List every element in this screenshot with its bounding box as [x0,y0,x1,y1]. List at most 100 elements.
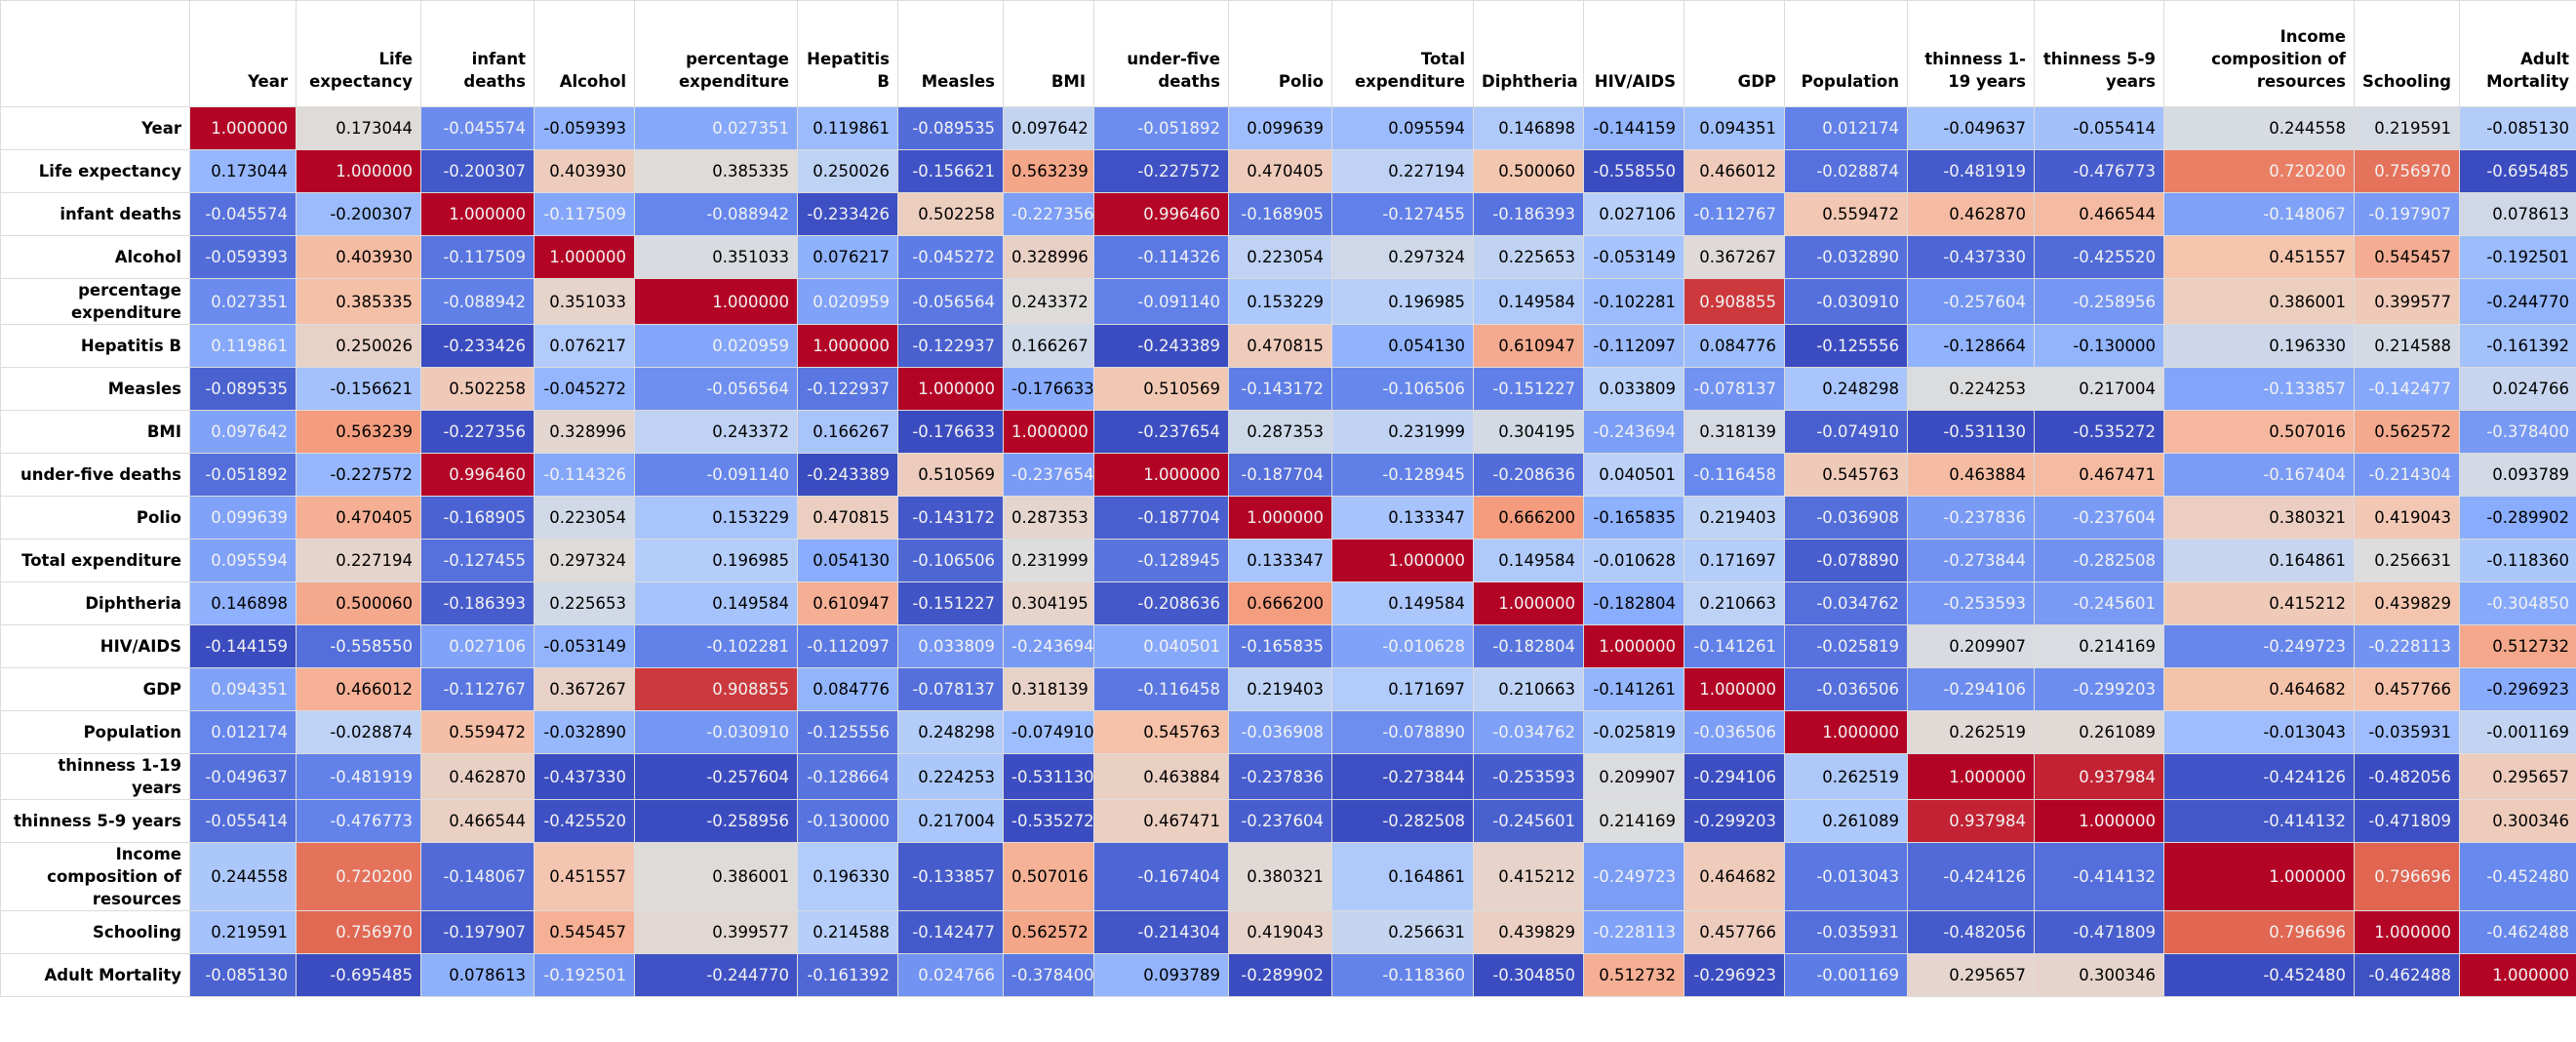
correlation-cell: 0.328996 [534,410,635,454]
table-row-gdp: GDP 0.094351 0.466012 -0.112767 0.367267 0.90… [0,667,2576,711]
correlation-cell: -0.051892 [189,453,297,497]
correlation-cell: -0.253593 [1473,753,1584,800]
correlation-cell: 1.000000 [1331,539,1474,582]
correlation-cell: 0.467471 [2034,453,2164,497]
row-header: GDP [0,667,190,711]
correlation-cell: 0.012174 [1784,106,1908,150]
correlation-cell: 0.262519 [1907,710,2035,754]
row-header: HIV/AIDS [0,624,190,668]
correlation-cell: -0.462488 [2354,953,2460,997]
correlation-cell: -0.091140 [1093,278,1229,325]
correlation-cell: 0.261089 [1784,799,1908,843]
correlation-cell: 0.666200 [1473,496,1584,540]
correlation-cell: 0.300346 [2459,799,2576,843]
correlation-cell: -0.200307 [296,192,421,236]
correlation-cell: 0.244558 [2163,106,2355,150]
correlation-cell: -0.128664 [797,753,898,800]
correlation-cell: -0.233426 [420,324,535,368]
correlation-cell: 0.464682 [1684,842,1785,911]
correlation-cell: -0.182804 [1473,624,1584,668]
correlation-cell: -0.074910 [1784,410,1908,454]
correlation-cell: 0.027351 [189,278,297,325]
correlation-cell: -0.045272 [897,235,1004,279]
correlation-cell: 0.153229 [634,496,798,540]
correlation-cell: -0.482056 [1907,910,2035,954]
correlation-cell: 0.214588 [2354,324,2460,368]
correlation-cell: -0.249723 [1583,842,1684,911]
correlation-cell: 0.020959 [797,278,898,325]
correlation-cell: -0.036506 [1784,667,1908,711]
correlation-cell: -0.289902 [2459,496,2576,540]
correlation-cell: -0.143172 [897,496,1004,540]
column-header-total-expenditure: Total expenditure [1331,0,1474,107]
correlation-cell: -0.127455 [1331,192,1474,236]
correlation-cell: 0.119861 [797,106,898,150]
row-header: thinness 5-9 years [0,799,190,843]
correlation-cell: 0.027106 [1583,192,1684,236]
correlation-cell: 0.559472 [420,710,535,754]
correlation-cell: 0.720200 [2163,149,2355,193]
correlation-cell: -0.214304 [1093,910,1229,954]
table-row-income-composition-of-resources: Income composition of resources 0.244558 0… [0,842,2576,911]
correlation-cell: -0.296923 [1684,953,1785,997]
correlation-cell: -0.030910 [634,710,798,754]
correlation-cell: 0.937984 [1907,799,2035,843]
row-header: Alcohol [0,235,190,279]
correlation-cell: 0.243372 [634,410,798,454]
correlation-cell: -0.045574 [420,106,535,150]
correlation-cell: 0.214169 [2034,624,2164,668]
correlation-cell: -0.151227 [1473,367,1584,411]
correlation-cell: 0.563239 [1003,149,1094,193]
correlation-cell: 0.439829 [1473,910,1584,954]
correlation-cell: -0.192501 [2459,235,2576,279]
correlation-cell: -0.273844 [1907,539,2035,582]
row-header: thinness 1-19 years [0,753,190,800]
correlation-cell: -0.257604 [634,753,798,800]
correlation-cell: 1.000000 [2034,799,2164,843]
correlation-cell: -0.476773 [296,799,421,843]
correlation-cell: 0.024766 [2459,367,2576,411]
correlation-cell: 0.166267 [797,410,898,454]
column-header-adult-mortality: Adult Mortality [2459,0,2576,107]
correlation-cell: -0.114326 [534,453,635,497]
correlation-cell: 0.227194 [1331,149,1474,193]
correlation-cell: -0.187704 [1093,496,1229,540]
correlation-cell: 0.328996 [1003,235,1094,279]
correlation-cell: -0.036506 [1684,710,1785,754]
correlation-cell: -0.053149 [1583,235,1684,279]
correlation-cell: 0.545763 [1784,453,1908,497]
correlation-cell: 0.466544 [420,799,535,843]
correlation-cell: -0.258956 [634,799,798,843]
table-row-alcohol: Alcohol -0.059393 0.403930 -0.117509 1.00000… [0,235,2576,279]
correlation-cell: 0.020959 [634,324,798,368]
correlation-cell: 0.133347 [1331,496,1474,540]
correlation-cell: 0.224253 [897,753,1004,800]
correlation-cell: 1.000000 [296,149,421,193]
correlation-cell: 0.146898 [1473,106,1584,150]
correlation-cell: 0.380321 [1228,842,1332,911]
correlation-cell: -0.144159 [1583,106,1684,150]
correlation-cell: -0.558550 [296,624,421,668]
correlation-cell: 0.219591 [2354,106,2460,150]
column-header-thinness-1-19-years: thinness 1-19 years [1907,0,2035,107]
correlation-cell: -0.116458 [1684,453,1785,497]
correlation-cell: 0.385335 [296,278,421,325]
correlation-cell: 1.000000 [420,192,535,236]
row-header: Total expenditure [0,539,190,582]
table-row-thinness-1-19-years: thinness 1-19 years -0.049637 -0.481919 0.4… [0,753,2576,800]
correlation-cell: -0.186393 [420,581,535,625]
correlation-cell: -0.482056 [2354,753,2460,800]
table-row-measles: Measles -0.089535 -0.156621 0.502258 -0.0452… [0,367,2576,411]
correlation-cell: -0.034762 [1784,581,1908,625]
correlation-cell: -0.156621 [296,367,421,411]
correlation-cell: 0.367267 [534,667,635,711]
correlation-cell: -0.035931 [1784,910,1908,954]
correlation-cell: -0.227572 [1093,149,1229,193]
correlation-cell: 0.559472 [1784,192,1908,236]
correlation-cell: -0.237604 [2034,496,2164,540]
correlation-cell: 0.380321 [2163,496,2355,540]
column-header-diphtheria: Diphtheria [1473,0,1584,107]
correlation-cell: 1.000000 [2459,953,2576,997]
correlation-cell: 0.027106 [420,624,535,668]
correlation-cell: -0.200307 [420,149,535,193]
